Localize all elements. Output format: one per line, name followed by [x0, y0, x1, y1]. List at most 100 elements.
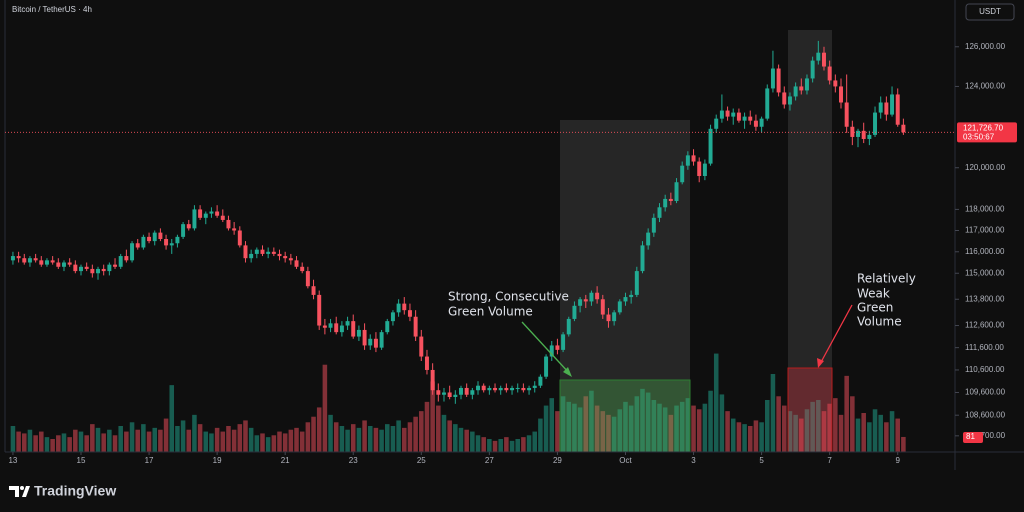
x-tick-label: 21	[281, 456, 290, 465]
volume-bar	[447, 420, 452, 452]
volume-bar	[407, 422, 413, 452]
x-tick-label: 17	[145, 456, 154, 465]
highlight-column	[560, 120, 690, 452]
volume-bar	[560, 396, 566, 452]
volume-bar	[294, 427, 299, 452]
candle-body	[328, 323, 333, 328]
annotation: Strong, Consecutive	[448, 290, 569, 304]
candle-body	[322, 325, 327, 328]
volume-bar	[373, 427, 379, 452]
volume-bar	[288, 429, 294, 452]
candle-body	[498, 387, 503, 391]
volume-bar	[237, 424, 243, 452]
volume-bar	[827, 403, 832, 452]
volume-bar	[895, 418, 900, 452]
volume-bars	[10, 353, 906, 452]
volume-bar	[713, 353, 719, 452]
volume-bar	[861, 413, 866, 452]
volume-bar	[333, 422, 339, 452]
candle-body	[22, 258, 27, 263]
candles	[10, 40, 906, 404]
volume-bar	[850, 396, 855, 452]
candle-body	[243, 245, 248, 259]
candle-body	[232, 228, 237, 231]
candle-body	[96, 268, 100, 274]
volume-bar	[95, 427, 101, 452]
candle-body	[702, 163, 707, 177]
volume-bar	[821, 411, 827, 452]
candle-body	[209, 211, 214, 214]
candle-body	[719, 110, 724, 119]
candle-body	[362, 329, 367, 346]
volume-bar	[265, 437, 271, 452]
candle-body	[748, 116, 753, 121]
candle-body	[833, 80, 838, 87]
volume-bar	[356, 427, 362, 452]
x-tick-label: 9	[895, 456, 900, 465]
x-tick-label: 15	[77, 456, 86, 465]
volume-bar	[884, 422, 889, 452]
candle-body	[305, 271, 310, 287]
candle-body	[356, 329, 361, 337]
candle-body	[158, 232, 163, 239]
y-tick-label: 111,600.00	[965, 343, 1004, 352]
candle-body	[804, 78, 809, 91]
volume-bar	[878, 414, 883, 452]
volume-bar	[27, 429, 33, 452]
y-tick-label: 113,800.00	[965, 294, 1005, 303]
candle-body	[527, 387, 532, 391]
volume-bar	[118, 426, 123, 452]
candle-body	[822, 52, 826, 67]
volume-bar	[424, 401, 430, 452]
currency-button[interactable]	[965, 3, 1015, 21]
candle-body	[135, 243, 140, 248]
candle-body	[685, 155, 690, 166]
y-tick-label: 115,000.00	[965, 268, 1005, 277]
x-tick-label: 23	[349, 456, 358, 465]
volume-bar	[56, 435, 61, 452]
candle-body	[555, 345, 560, 350]
candle-body	[651, 217, 656, 233]
volume-bar	[390, 426, 396, 452]
candle-body	[770, 68, 775, 89]
x-tick-label: 5	[759, 456, 764, 465]
volume-bar	[141, 424, 146, 452]
volume-bar	[260, 433, 265, 452]
volume-bar	[362, 420, 367, 452]
volume-bar	[509, 440, 515, 452]
volume-bar	[197, 424, 203, 452]
volume-bar	[804, 409, 810, 452]
volume-bar	[73, 429, 78, 452]
candle-body	[753, 120, 758, 127]
annotation: Weak	[857, 287, 890, 301]
volume-bar	[645, 392, 651, 452]
volume-bar	[129, 422, 135, 452]
volume-bar	[248, 427, 254, 452]
candle-body	[294, 260, 299, 267]
red-volume-box	[787, 367, 833, 453]
currency-label[interactable]: USDT	[979, 7, 1001, 16]
y-tick-label: 116,000.00	[965, 247, 1005, 256]
candle-body	[277, 253, 282, 257]
candle-body	[515, 387, 520, 389]
annotation: Green	[857, 301, 893, 315]
candle-body	[646, 232, 651, 246]
candle-body	[634, 271, 639, 295]
candle-body	[850, 126, 855, 137]
candle-body	[583, 299, 588, 302]
volume-bar	[396, 420, 401, 452]
volume-bar	[696, 409, 702, 452]
volume-bar	[532, 431, 537, 452]
volume-bar	[350, 424, 356, 452]
candle-body	[617, 301, 622, 313]
volume-bar	[742, 424, 747, 452]
y-tick-label: 117,000.00	[965, 226, 1005, 235]
volume-bar	[753, 420, 759, 452]
volume-bar	[787, 411, 793, 452]
candle-body	[50, 260, 55, 263]
candle-body	[311, 286, 316, 295]
candle-body	[226, 219, 231, 229]
volume-bar	[78, 431, 84, 452]
candle-body	[674, 182, 679, 202]
